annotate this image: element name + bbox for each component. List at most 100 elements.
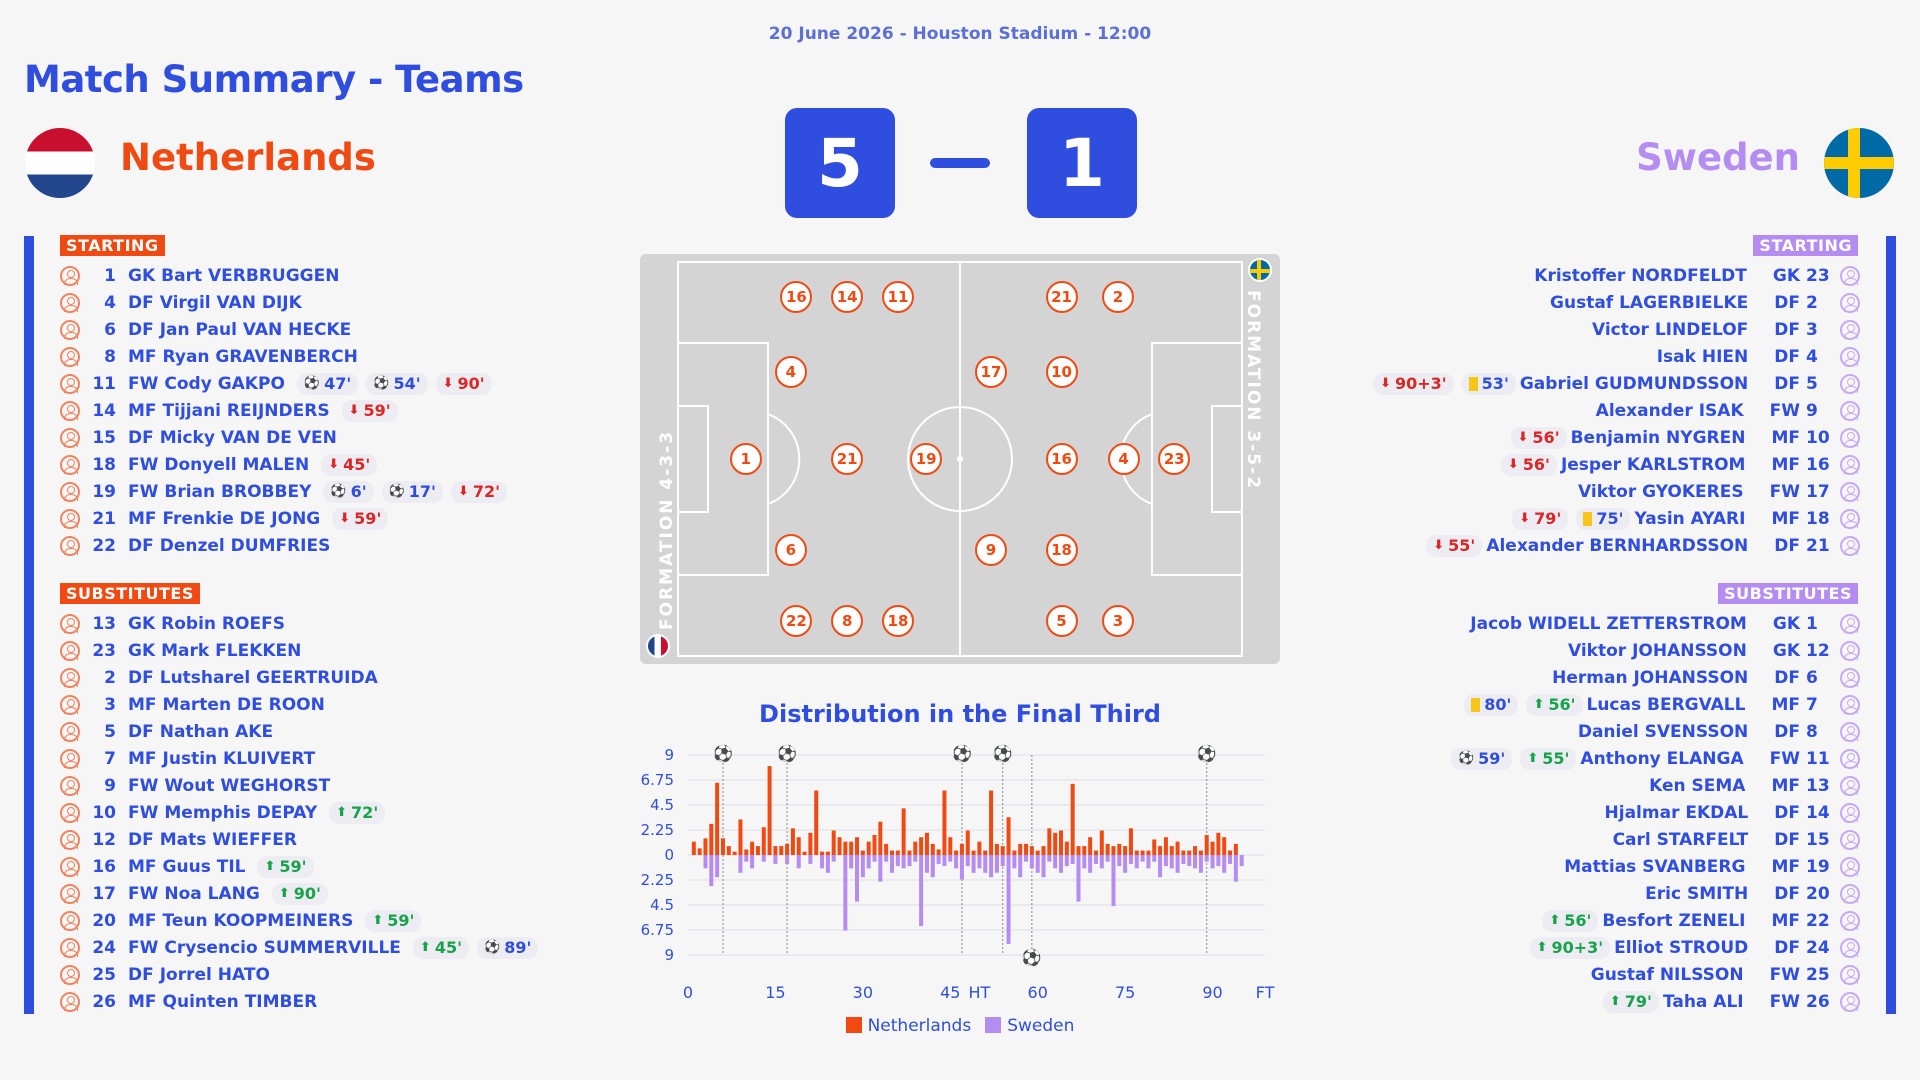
player-icon (60, 910, 80, 931)
bar-netherlands (948, 837, 953, 855)
bar-netherlands (1117, 843, 1122, 855)
player-position: MF (128, 508, 157, 529)
player-event-in: ⬆ 90' (271, 882, 328, 905)
home-score: 5 (785, 108, 895, 218)
bar-sweden (1198, 855, 1203, 873)
player-icon (60, 748, 80, 769)
player-icon (60, 829, 80, 850)
player-number: 6 (1806, 667, 1818, 688)
bar-netherlands (1105, 843, 1110, 855)
bar-netherlands (1018, 843, 1023, 855)
player-number: 8 (1806, 721, 1818, 742)
player-name: Memphis DEPAY (164, 802, 318, 823)
event-minute: 72' (351, 803, 379, 822)
bar-sweden (849, 855, 854, 869)
player-position: GK (128, 613, 156, 634)
bar-netherlands (971, 850, 976, 855)
player-position: FW (128, 937, 159, 958)
goal-ball-icon: ⚽ (776, 744, 797, 763)
event-minute: 80' (1484, 695, 1512, 714)
player-number: 21 (92, 508, 116, 529)
away-substitutes-list: Jacob WIDELL ZETTERSTROM GK 1 Viktor JOHANS… (1300, 610, 1860, 1015)
player-row: Kristoffer NORDFELDT GK 23 (1300, 262, 1860, 289)
player-number: 7 (104, 748, 116, 769)
y-tick-label: 2.25 (641, 871, 674, 889)
bar-sweden (924, 855, 929, 873)
player-position: DF (1774, 292, 1800, 313)
player-name: Jesper KARLSTROM (1560, 454, 1746, 475)
player-number: 16 (92, 856, 116, 877)
player-name: Ryan GRAVENBERCH (162, 346, 358, 367)
bar-sweden (1158, 855, 1163, 878)
formation-pitch: 1 21 19 4 6 16 14 11 22 8 18 23 4 16 17 10 9 18 21 2 5 3 (640, 254, 1280, 664)
player-marker: 21 (831, 443, 864, 475)
player-number: 12 (92, 829, 116, 850)
event-minute: 90' (293, 884, 321, 903)
bar-sweden (977, 855, 982, 869)
bar-netherlands (866, 841, 871, 855)
ball-icon: ⚽ (484, 940, 501, 955)
bar-netherlands (843, 841, 848, 855)
event-minute: 55' (1448, 536, 1476, 555)
player-row: 3 MF Marten DE ROON (60, 691, 620, 718)
player-name: Besfort ZENELI (1602, 910, 1746, 931)
player-marker: 19 (910, 443, 943, 475)
sub-out-arrow-icon: ⬇ (1433, 538, 1445, 553)
sub-in-arrow-icon: ⬆ (1549, 913, 1561, 928)
player-number: 1 (1806, 613, 1818, 634)
bar-sweden (860, 855, 865, 878)
player-row: 23 GK Mark FLEKKEN (60, 637, 620, 664)
page-title: Match Summary - Teams (24, 58, 524, 101)
away-formation-label: FORMATION 3-5-2 (1243, 290, 1263, 491)
player-row: 18 FW Donyell MALEN ⬇ 45' (60, 451, 620, 478)
player-number: 25 (92, 964, 116, 985)
player-icon (60, 991, 80, 1012)
player-marker: 5 (1045, 604, 1078, 637)
sub-out-arrow-icon: ⬇ (442, 376, 454, 391)
player-event-in: ⬆ 56' (1542, 909, 1599, 932)
player-name: Yasin AYARI (1634, 508, 1746, 529)
bar-netherlands (1006, 817, 1011, 855)
bar-netherlands (1158, 846, 1163, 855)
player-row: Viktor GYOKERES FW 17 (1300, 478, 1860, 505)
player-icon (60, 265, 80, 286)
player-name: Donyell MALEN (164, 454, 310, 475)
bar-sweden (895, 855, 900, 867)
player-position: DF (1774, 667, 1800, 688)
chart-legend: Netherlands Sweden (640, 1016, 1280, 1036)
player-position: DF (128, 667, 154, 688)
player-position: DF (1774, 319, 1800, 340)
bar-netherlands (755, 846, 760, 855)
player-name: Taha ALI (1662, 991, 1744, 1012)
player-position: DF (128, 829, 154, 850)
away-side-bar (1886, 236, 1896, 1014)
netherlands-flag-icon (25, 128, 95, 198)
bar-netherlands (1204, 835, 1209, 855)
bar-sweden (1024, 855, 1029, 862)
sub-in-arrow-icon: ⬆ (1536, 940, 1548, 955)
player-name: Wout WEGHORST (164, 775, 331, 796)
player-event-out: ⬇ 56' (1500, 453, 1557, 476)
bar-sweden (913, 855, 918, 862)
player-position: MF (1771, 910, 1800, 931)
bar-sweden (889, 855, 894, 873)
x-tick-label: HT (969, 983, 991, 1002)
bar-netherlands (1128, 828, 1133, 855)
bar-netherlands (732, 851, 737, 855)
player-name: Tijjani REIJNDERS (162, 400, 330, 421)
player-marker: 16 (1045, 443, 1078, 475)
bar-netherlands (796, 837, 801, 855)
bar-netherlands (954, 850, 959, 855)
player-row: 6 DF Jan Paul VAN HECKE (60, 316, 620, 343)
goal-ball-icon: ⚽ (712, 744, 733, 763)
player-icon (60, 292, 80, 313)
player-icon (60, 481, 80, 502)
bar-sweden (1117, 855, 1122, 867)
player-icon (1840, 535, 1860, 556)
player-position: MF (128, 694, 157, 715)
bar-netherlands (1146, 850, 1151, 855)
bar-sweden (825, 855, 830, 873)
player-icon (60, 640, 80, 661)
sub-out-arrow-icon: ⬇ (1519, 511, 1531, 526)
player-number: 26 (1806, 991, 1830, 1012)
